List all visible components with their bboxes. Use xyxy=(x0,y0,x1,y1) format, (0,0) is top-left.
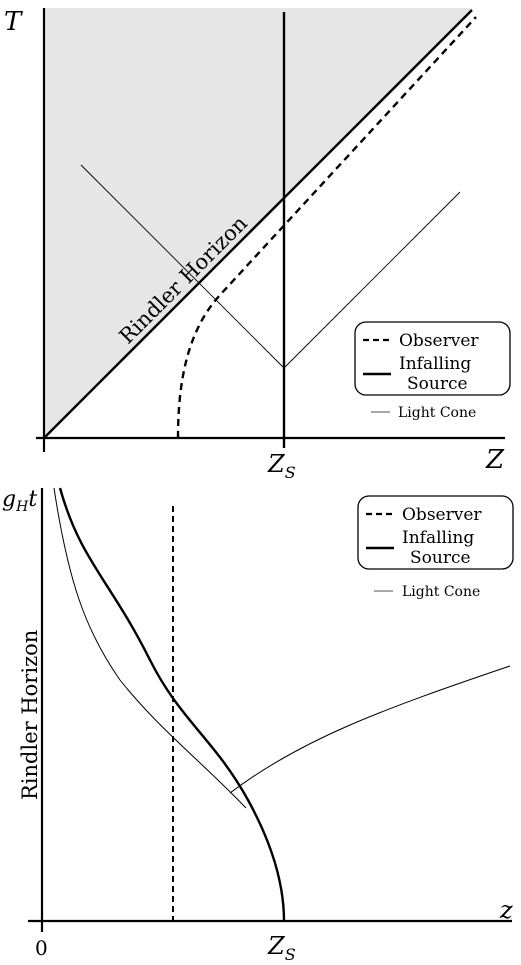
legend-box xyxy=(354,321,511,396)
horizon-label: Rindler Horizon xyxy=(18,630,42,800)
time-axis-label: gHt xyxy=(2,487,37,515)
z-axis-label: z xyxy=(499,896,513,924)
legend-source-label-2: Source xyxy=(407,374,468,394)
legend-light-cone-label: Light Cone xyxy=(398,405,476,421)
legend-source-label-1: Infalling xyxy=(402,528,474,548)
zs-label: ZS xyxy=(267,450,296,482)
top-panel: T Z ZS Rindler Horizon Observer Infallin… xyxy=(4,7,511,482)
top-legend: Observer Infalling Source Light Cone xyxy=(354,321,511,421)
legend-source-label-2: Source xyxy=(410,548,471,568)
light-cone-left xyxy=(80,164,285,369)
t-axis-label: T xyxy=(4,7,23,37)
legend-observer-label: Observer xyxy=(402,505,482,525)
source-worldline xyxy=(58,487,286,922)
legend-box xyxy=(357,495,514,570)
bottom-panel: gHt z 0 ZS Rindler Horizon Observer Infa… xyxy=(2,487,514,964)
z-axis-label: Z xyxy=(485,445,505,475)
origin-label: 0 xyxy=(35,936,48,960)
light-cone-right xyxy=(229,665,511,794)
bottom-legend: Observer Infalling Source Light Cone xyxy=(357,495,514,600)
legend-observer-label: Observer xyxy=(399,331,479,351)
legend-source-label-1: Infalling xyxy=(399,354,471,374)
legend-light-cone-label: Light Cone xyxy=(402,584,480,600)
observer-worldline xyxy=(176,16,477,439)
light-cone-left xyxy=(53,487,247,809)
rindler-horizon-line xyxy=(43,9,473,439)
light-cone-right xyxy=(283,191,461,369)
zs-label: ZS xyxy=(267,932,296,964)
